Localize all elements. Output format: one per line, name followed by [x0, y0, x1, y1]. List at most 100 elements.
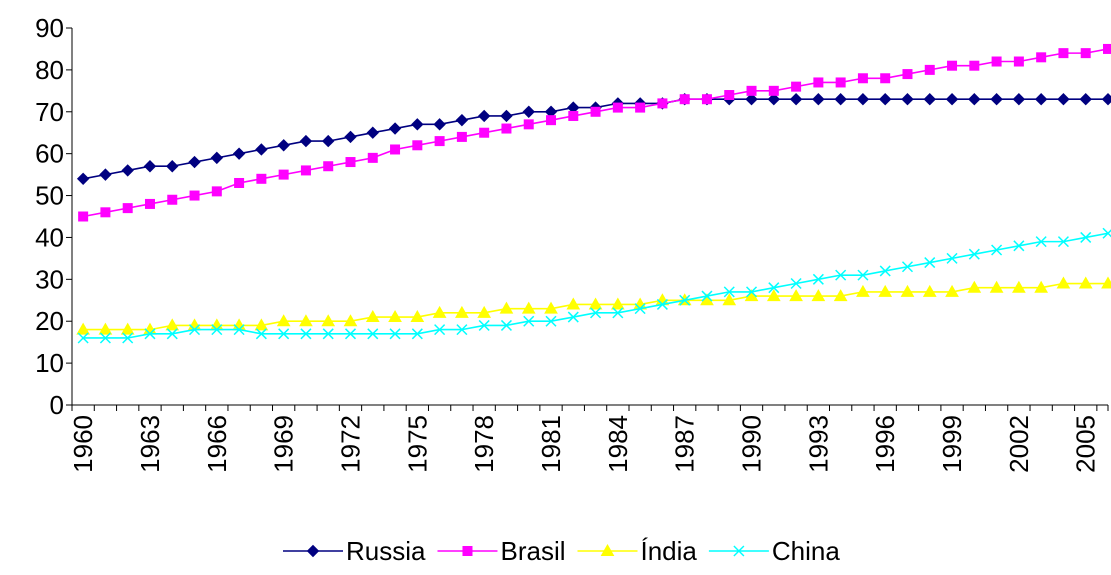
- y-tick-label: 30: [35, 264, 64, 294]
- y-tick-label: 10: [35, 348, 64, 378]
- y-tick-label: 50: [35, 181, 64, 211]
- data-point: [948, 61, 957, 70]
- data-point: [1058, 94, 1069, 105]
- data-point: [569, 111, 578, 120]
- series-line-china: [83, 233, 1108, 338]
- data-point: [881, 74, 890, 83]
- data-point: [591, 107, 600, 116]
- data-point: [278, 140, 289, 151]
- x-tick-label: 1987: [670, 415, 700, 473]
- legend-label: China: [772, 536, 840, 566]
- data-point: [858, 74, 867, 83]
- data-point: [969, 94, 980, 105]
- data-point: [368, 153, 377, 162]
- data-point: [413, 141, 422, 150]
- series-layer: [77, 44, 1111, 343]
- y-tick-label: 70: [35, 97, 64, 127]
- data-point: [100, 169, 111, 180]
- y-tick-label: 40: [35, 222, 64, 252]
- data-point: [211, 152, 222, 163]
- data-point: [168, 195, 177, 204]
- data-point: [902, 94, 913, 105]
- data-point: [301, 166, 310, 175]
- data-point: [924, 94, 935, 105]
- data-point: [814, 78, 823, 87]
- data-point: [991, 94, 1002, 105]
- x-tick-label: 1975: [402, 415, 432, 473]
- data-point: [367, 127, 378, 138]
- data-point: [457, 132, 466, 141]
- data-point: [791, 94, 802, 105]
- data-point: [547, 116, 556, 125]
- data-point: [501, 110, 512, 121]
- data-point: [680, 95, 689, 104]
- data-point: [502, 124, 511, 133]
- data-point: [792, 82, 801, 91]
- data-point: [308, 546, 319, 557]
- data-point: [78, 173, 89, 184]
- legend-item-brasil: Brasil: [437, 536, 565, 566]
- data-point: [1014, 57, 1023, 66]
- legend: Russia Brasil Índia China: [283, 536, 840, 566]
- x-tick-label: 1990: [737, 415, 767, 473]
- data-point: [189, 157, 200, 168]
- x-tick-label: 1999: [937, 415, 967, 473]
- data-point: [992, 57, 1001, 66]
- data-point: [479, 110, 490, 121]
- data-point: [480, 128, 489, 137]
- x-tick-label: 1993: [803, 415, 833, 473]
- legend-label: Brasil: [500, 536, 565, 566]
- legend-item-china: China: [709, 536, 840, 566]
- data-point: [970, 61, 979, 70]
- x-tick-label: 1969: [269, 415, 299, 473]
- x-tick-label: 1984: [603, 415, 633, 473]
- y-tick-label: 0: [50, 390, 64, 420]
- data-point: [345, 131, 356, 142]
- data-point: [836, 78, 845, 87]
- data-point: [835, 94, 846, 105]
- x-tick-label: 1963: [135, 415, 165, 473]
- data-point: [101, 208, 110, 217]
- data-point: [323, 136, 334, 147]
- data-point: [1081, 49, 1090, 58]
- x-tick-label: 1960: [68, 415, 98, 473]
- data-point: [190, 191, 199, 200]
- data-point: [456, 115, 467, 126]
- data-point: [390, 123, 401, 134]
- data-point: [1059, 49, 1068, 58]
- data-point: [947, 94, 958, 105]
- data-point: [880, 94, 891, 105]
- series-line-brasil: [83, 49, 1108, 217]
- data-point: [658, 99, 667, 108]
- data-point: [725, 91, 734, 100]
- data-point: [144, 161, 155, 172]
- data-point: [636, 103, 645, 112]
- data-point: [903, 70, 912, 79]
- data-point: [1037, 53, 1046, 62]
- data-point: [324, 162, 333, 171]
- data-point: [613, 103, 622, 112]
- y-tick-label: 80: [35, 55, 64, 85]
- y-tick-label: 60: [35, 139, 64, 169]
- data-point: [1104, 44, 1111, 53]
- data-point: [122, 165, 133, 176]
- data-point: [391, 145, 400, 154]
- data-point: [1080, 94, 1091, 105]
- data-point: [925, 65, 934, 74]
- data-point: [279, 170, 288, 179]
- y-tick-label: 20: [35, 306, 64, 336]
- data-point: [300, 136, 311, 147]
- data-point: [524, 120, 533, 129]
- data-point: [235, 178, 244, 187]
- data-point: [1103, 94, 1111, 105]
- data-point: [702, 95, 711, 104]
- data-point: [769, 86, 778, 95]
- legend-item-india: Índia: [578, 536, 698, 566]
- x-tick-label: 1996: [870, 415, 900, 473]
- x-tick-label: 2002: [1004, 415, 1034, 473]
- legend-label: Russia: [346, 536, 426, 566]
- data-point: [434, 119, 445, 130]
